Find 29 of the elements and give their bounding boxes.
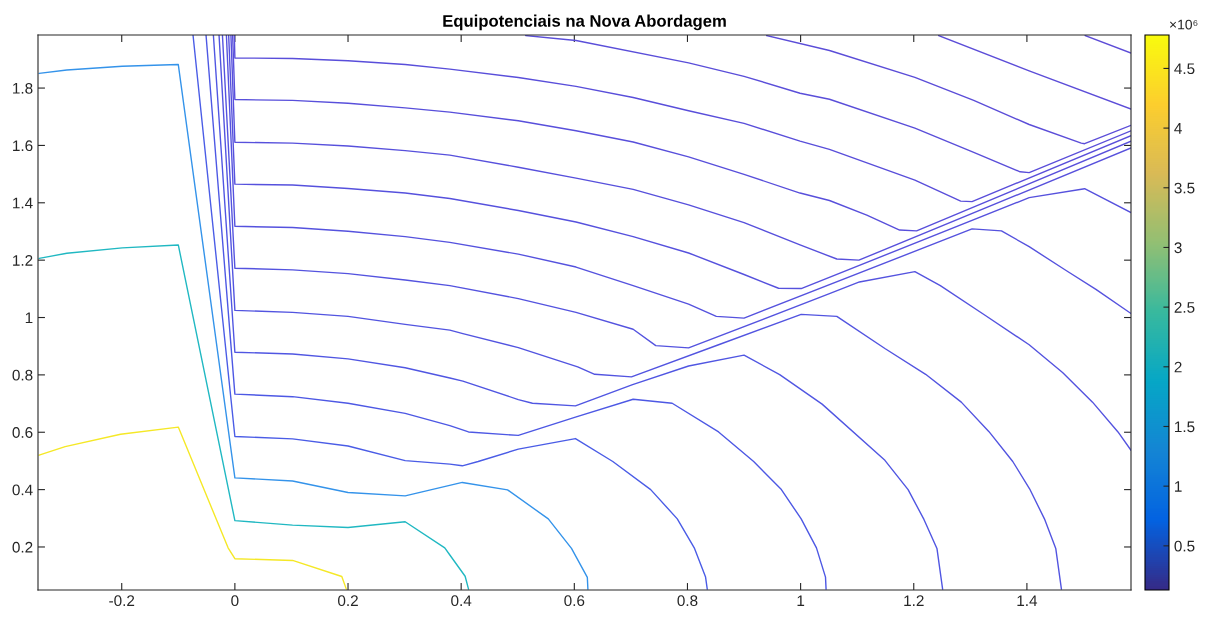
x-tick-label: 0.8: [677, 595, 698, 607]
x-tick-label: 1.2: [904, 595, 924, 606]
color-bar-label: 2.5: [1174, 302, 1195, 313]
y-tick-label: 0.8: [12, 369, 33, 381]
color-bar-label: 2: [1174, 361, 1182, 373]
x-tick-label: 0.4: [451, 595, 472, 607]
y-tick-label: 1.8: [13, 82, 33, 94]
y-tick-label: 0.4: [12, 484, 33, 496]
color-bar-label: 4: [1174, 123, 1182, 134]
x-tick-label: 0.2: [338, 595, 358, 607]
y-tick-label: 0.2: [12, 541, 33, 553]
x-tick-label: -0.2: [109, 595, 135, 607]
y-tick-label: 1.2: [13, 255, 33, 266]
color-bar-label: 3: [1174, 242, 1182, 254]
y-tick-label: 1.4: [13, 197, 33, 209]
x-tick-label: 0: [231, 595, 239, 607]
color-bar-label: 0.5: [1174, 540, 1195, 552]
y-tick-label: 1.6: [13, 140, 33, 152]
color-bar-label: 1: [1175, 481, 1182, 492]
y-tick-label: 1: [25, 312, 33, 324]
x-tick-label: 1.4: [1017, 595, 1038, 606]
color-bar-label: 3.5: [1174, 182, 1195, 194]
x-tick-label: 1: [797, 595, 805, 606]
y-tick-label: 0.6: [12, 427, 33, 438]
color-bar-title: ×10⁶: [1169, 19, 1198, 30]
x-tick-label: 0.6: [564, 595, 585, 607]
color-bar-label: 1.5: [1175, 421, 1195, 433]
color-bar-label: 4.5: [1174, 63, 1195, 75]
chart-title: Equipotenciais na Nova Abordagem: [443, 14, 726, 31]
